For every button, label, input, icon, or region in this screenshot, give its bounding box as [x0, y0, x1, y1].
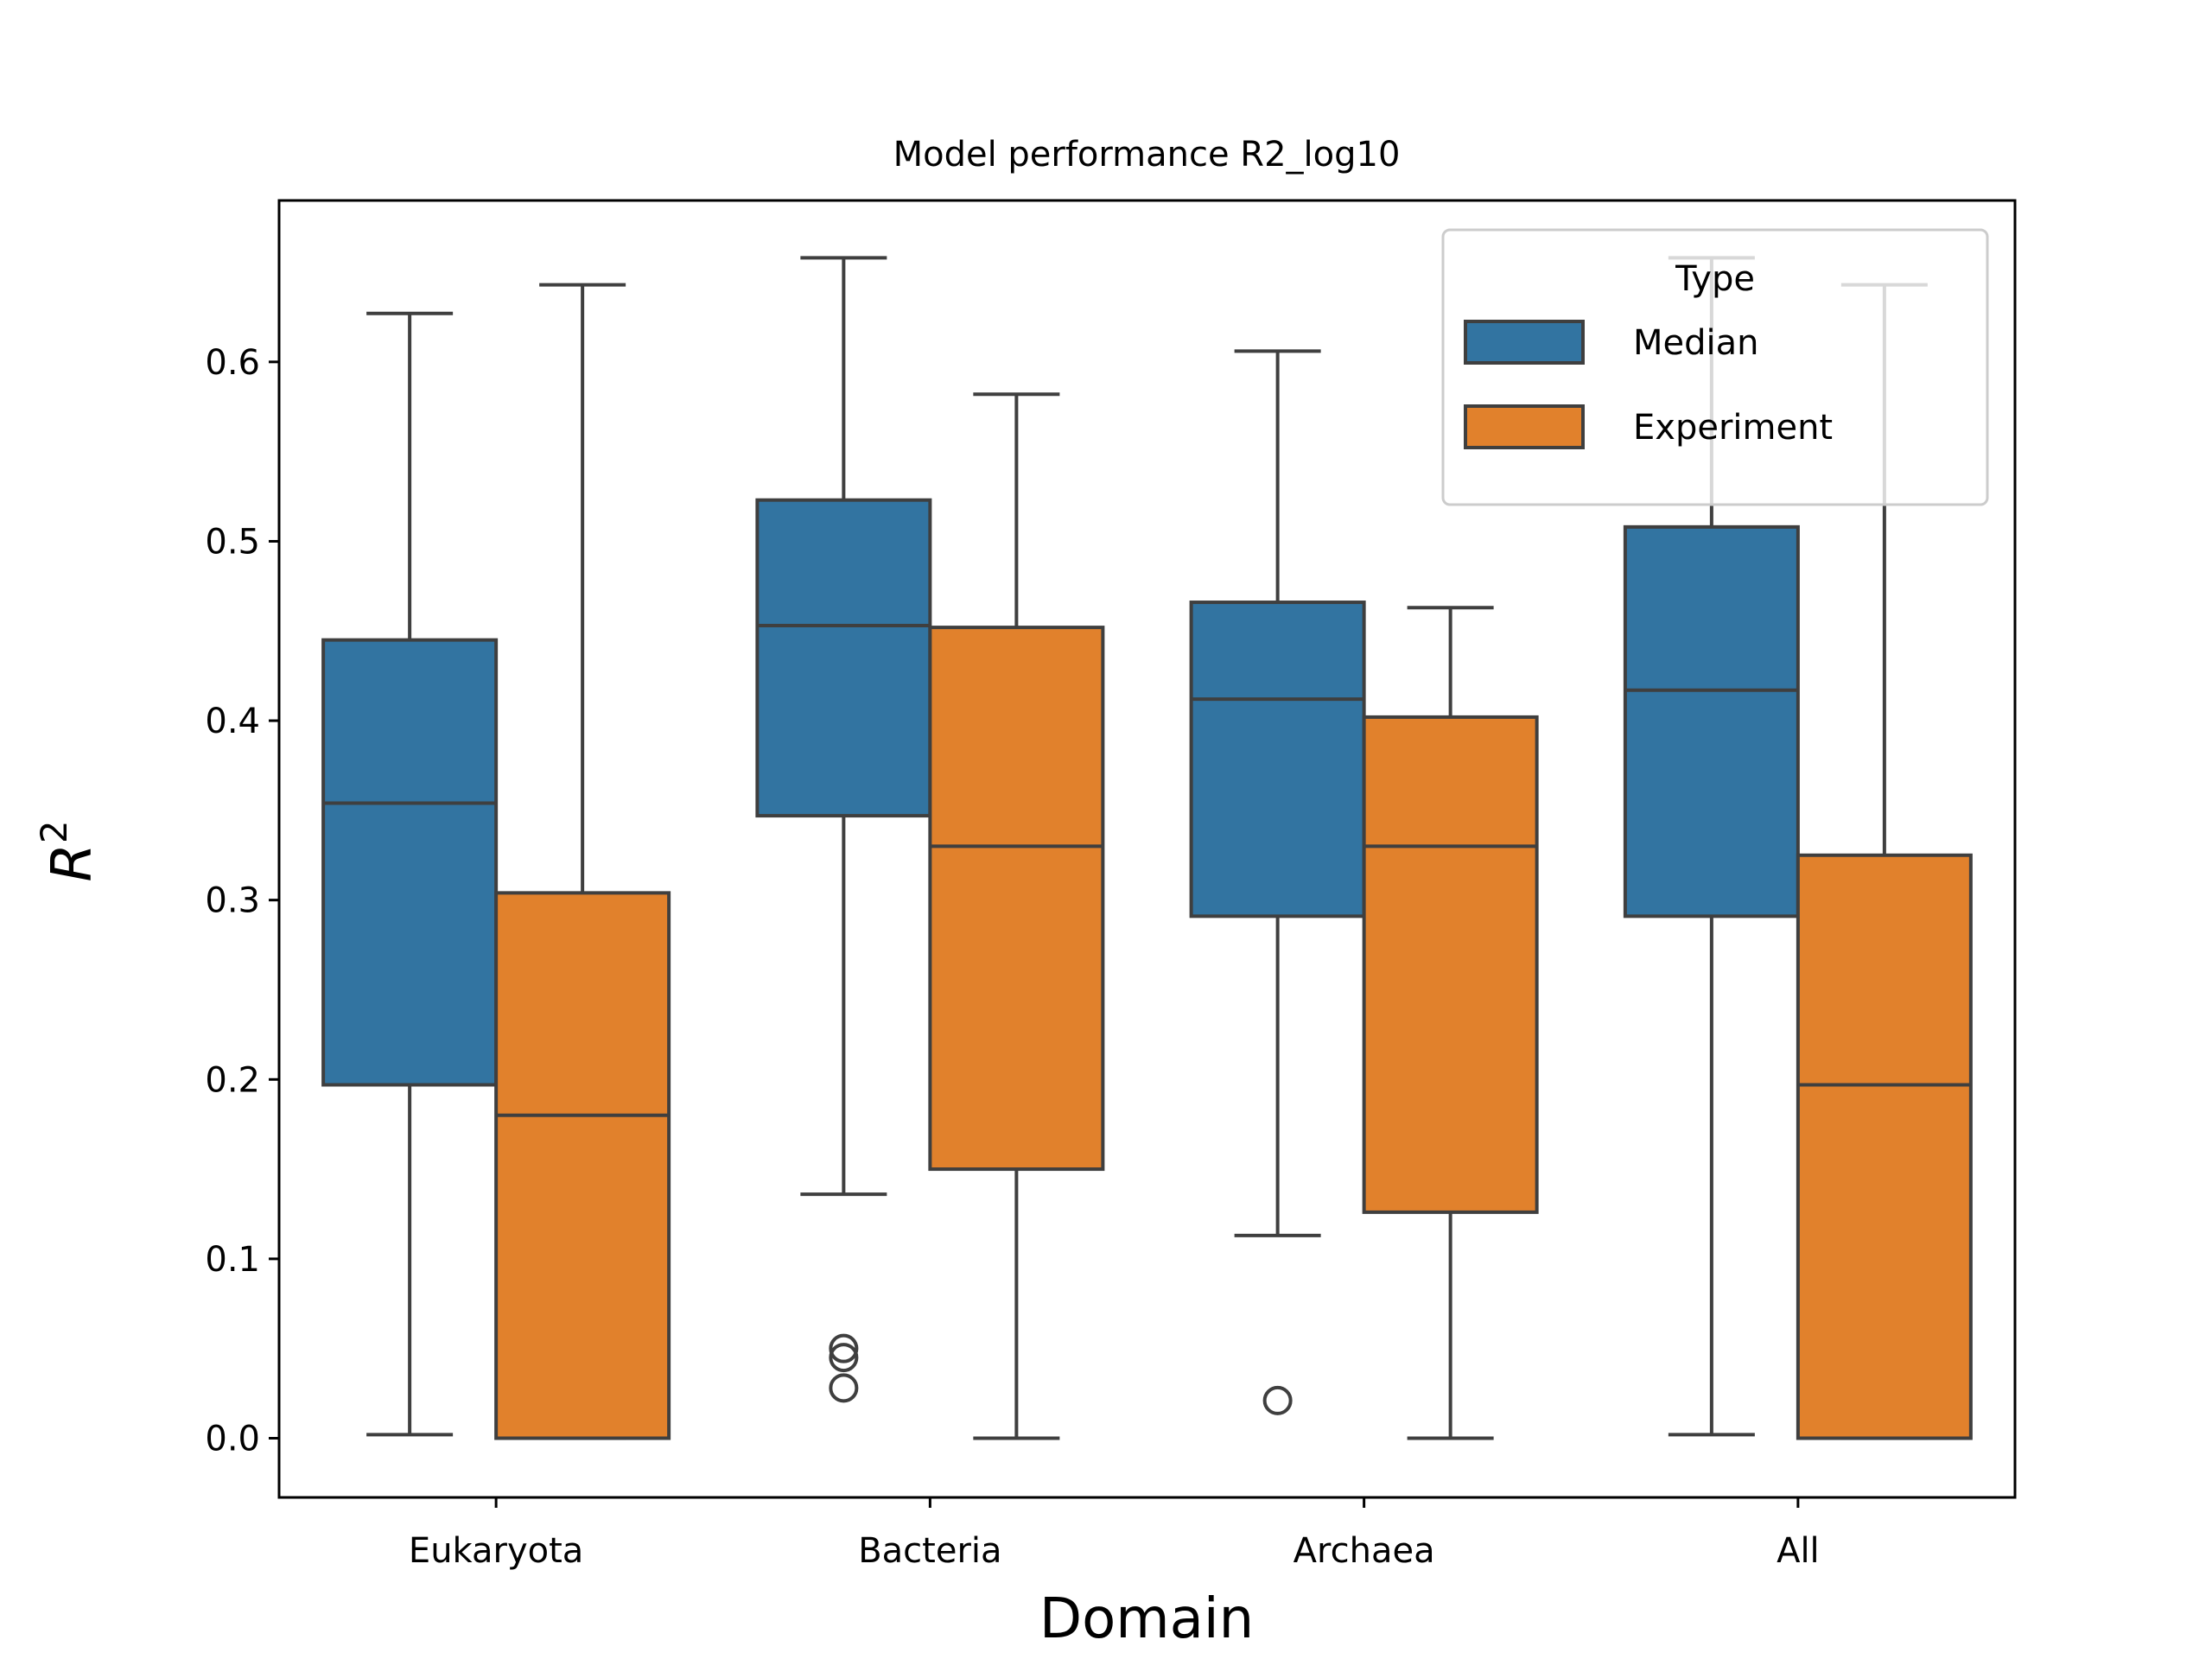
outlier-point	[829, 1333, 859, 1363]
box-iqr	[1623, 524, 1800, 918]
y-tick-label: 0.4	[205, 702, 260, 741]
y-axis-label-base: R	[41, 843, 105, 881]
legend-swatch-experiment	[1464, 404, 1585, 449]
legend: Type Median Experiment	[1441, 228, 1989, 506]
box-eukaryota-experiment	[494, 283, 671, 1440]
y-tick-label: 0.6	[205, 343, 260, 383]
box-iqr	[928, 626, 1105, 1172]
y-tick-label: 0.0	[205, 1419, 260, 1459]
box-iqr	[1362, 715, 1539, 1214]
outlier-point	[1262, 1385, 1293, 1415]
box-all-experiment	[1796, 283, 1973, 1440]
box-eukaryota-median	[321, 311, 499, 1437]
y-axis-label: R2	[33, 820, 105, 881]
outlier-point	[829, 1343, 859, 1373]
y-tick-label: 0.3	[205, 881, 260, 921]
box-bacteria-experiment	[928, 392, 1105, 1440]
plot-area	[321, 256, 1973, 1440]
x-tick-label: All	[1777, 1531, 1820, 1571]
chart-title: Model performance R2_log10	[893, 135, 1401, 175]
box-iqr	[755, 498, 932, 818]
x-tick-label: Eukaryota	[409, 1531, 583, 1571]
y-tick-label: 0.2	[205, 1060, 260, 1100]
outlier-point	[829, 1373, 859, 1403]
x-axis-label: Domain	[1039, 1587, 1254, 1651]
legend-swatch-median	[1464, 320, 1585, 365]
legend-label-median: Median	[1633, 323, 1759, 363]
x-tick-label: Bacteria	[858, 1531, 1001, 1571]
legend-label-experiment: Experiment	[1633, 408, 1833, 448]
box-iqr	[1189, 601, 1366, 918]
box-iqr	[321, 638, 499, 1087]
y-tick-label: 0.1	[205, 1240, 260, 1280]
box-iqr	[1796, 853, 1973, 1440]
box-bacteria-median	[755, 256, 932, 1403]
box-iqr	[494, 891, 671, 1440]
legend-title: Type	[1675, 259, 1755, 299]
y-tick-label: 0.5	[205, 522, 260, 562]
x-tick-label: Archaea	[1294, 1531, 1435, 1571]
box-archaea-median	[1189, 349, 1366, 1415]
axes: 0.0 0.1 0.2 0.3 0.4 0.5 0.6 Eukaryota Bacteria Ar…	[205, 199, 2017, 1571]
y-axis-label-superscript: 2	[33, 820, 75, 843]
box-archaea-experiment	[1362, 606, 1539, 1440]
box-all-median	[1623, 256, 1800, 1437]
plot-frame	[277, 199, 2017, 1499]
